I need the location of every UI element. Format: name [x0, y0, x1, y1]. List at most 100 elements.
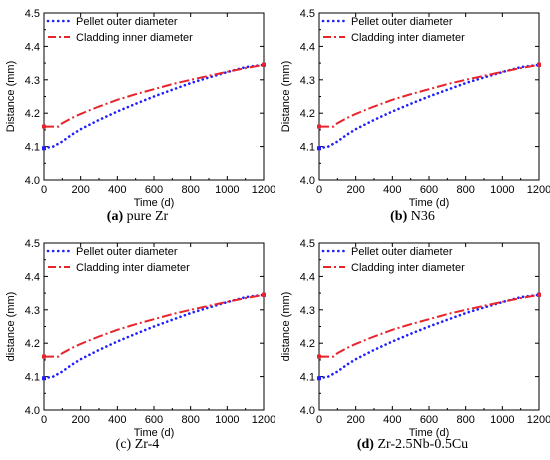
caption-text: Zr-2.5Nb-0.5Cu	[373, 437, 469, 452]
x-tick-label: 1000	[490, 184, 514, 196]
x-tick-label: 600	[145, 414, 163, 426]
x-tick-label: 400	[383, 184, 401, 196]
caption-text: (c) Zr-4	[115, 437, 160, 452]
y-tick-label: 4.4	[300, 271, 315, 283]
x-axis-label: Time (d)	[409, 427, 450, 439]
chart-panel-a: 4.0 4.1 4.2 4.3 4.4 4.5 0 200 400 600 800 1000 1200 T…	[0, 0, 275, 230]
chart-panel-c: 4.0 4.1 4.2 4.3 4.4 4.5 0 200 400 600 800 1000 1200 T…	[0, 230, 275, 460]
x-tick-label: 1200	[527, 184, 550, 196]
caption-c: (c) Zr-4	[0, 437, 275, 453]
chart-panel-d: 4.0 4.1 4.2 4.3 4.4 4.5 0 200 400 600 800 1000 1200 T…	[275, 230, 550, 460]
x-tick-label: 0	[41, 414, 47, 426]
caption-text: pure Zr	[123, 209, 169, 224]
y-axis-label: Distance (mm)	[280, 61, 292, 133]
x-tick-label: 600	[145, 184, 163, 196]
series-line-0	[317, 63, 541, 150]
series-end-marker	[537, 292, 541, 297]
legend-label: Pellet outer diameter	[76, 16, 178, 28]
x-tick-label: 800	[456, 414, 474, 426]
y-tick-label: 4.3	[300, 75, 315, 87]
x-tick-label: 1000	[215, 184, 239, 196]
series-start-marker	[42, 376, 46, 381]
x-tick-label: 200	[71, 414, 89, 426]
legend-label: Cladding inter diameter	[351, 32, 465, 44]
x-tick-label: 200	[346, 184, 364, 196]
x-tick-label: 1200	[252, 184, 275, 196]
x-tick-label: 200	[71, 184, 89, 196]
x-axis-label: Time (d)	[409, 197, 450, 209]
y-tick-label: 4.2	[25, 338, 40, 350]
y-tick-label: 4.5	[25, 238, 40, 250]
x-tick-label: 800	[181, 184, 199, 196]
chart-panel-b: 4.0 4.1 4.2 4.3 4.4 4.5 0 200 400 600 800 1000 1200 T…	[275, 0, 550, 230]
series-line-1	[319, 63, 540, 128]
y-tick-label: 4.3	[25, 75, 40, 87]
series-line-0	[42, 63, 266, 150]
y-axis-label: distance (mm)	[5, 292, 17, 362]
caption-a: (a) pure Zr	[0, 209, 275, 225]
x-tick-label: 400	[383, 414, 401, 426]
y-tick-label: 4.3	[25, 305, 40, 317]
series-line-0	[317, 293, 541, 380]
series-start-marker	[42, 124, 46, 129]
x-tick-label: 1000	[215, 414, 239, 426]
legend-label: Pellet outer diameter	[351, 16, 453, 28]
x-tick-label: 800	[456, 184, 474, 196]
series-start-marker	[317, 354, 321, 359]
chart-svg: 4.0 4.1 4.2 4.3 4.4 4.5 0 200 400 600 800 1000 1200 T…	[5, 8, 275, 209]
x-tick-label: 400	[108, 184, 126, 196]
y-axis-label: distance (mm)	[280, 292, 292, 362]
y-tick-label: 4.3	[300, 305, 315, 317]
x-tick-label: 600	[420, 184, 438, 196]
x-axis-label: Time (d)	[134, 197, 175, 209]
series-start-marker	[317, 376, 321, 381]
series-start-marker	[317, 146, 321, 151]
y-tick-label: 4.4	[300, 41, 315, 53]
y-tick-label: 4.5	[300, 238, 315, 250]
series-start-marker	[317, 124, 321, 129]
series-line-1	[44, 293, 265, 358]
y-tick-label: 4.0	[300, 405, 315, 417]
series-end-marker	[262, 292, 266, 297]
y-tick-label: 4.2	[300, 338, 315, 350]
y-tick-label: 4.0	[300, 175, 315, 187]
x-axis-label: Time (d)	[134, 427, 175, 439]
y-tick-label: 4.0	[25, 175, 40, 187]
y-axis-label: Distance (mm)	[5, 61, 17, 133]
legend-label: Cladding inner diameter	[76, 32, 193, 44]
y-tick-label: 4.2	[300, 108, 315, 120]
x-tick-label: 600	[420, 414, 438, 426]
caption-text: N36	[407, 209, 435, 224]
y-tick-label: 4.1	[300, 142, 315, 154]
series-start-marker	[42, 354, 46, 359]
series-end-marker	[262, 62, 266, 67]
caption-letter: (a)	[106, 209, 124, 224]
caption-d: (d) Zr-2.5Nb-0.5Cu	[275, 437, 550, 453]
x-tick-label: 0	[316, 184, 322, 196]
chart-svg: 4.0 4.1 4.2 4.3 4.4 4.5 0 200 400 600 800 1000 1200 T…	[280, 8, 550, 209]
series-line-1	[319, 293, 540, 358]
y-tick-label: 4.1	[25, 372, 40, 384]
y-tick-label: 4.0	[25, 405, 40, 417]
caption-letter: (b)	[390, 209, 408, 224]
x-tick-label: 800	[181, 414, 199, 426]
chart-svg: 4.0 4.1 4.2 4.3 4.4 4.5 0 200 400 600 800 1000 1200 T…	[280, 238, 550, 439]
x-tick-label: 0	[316, 414, 322, 426]
x-tick-label: 400	[108, 414, 126, 426]
series-line-0	[42, 293, 266, 380]
series-line-1	[44, 63, 265, 128]
x-tick-label: 200	[346, 414, 364, 426]
series-start-marker	[42, 146, 46, 151]
y-tick-label: 4.5	[300, 8, 315, 20]
y-tick-label: 4.4	[25, 271, 40, 283]
caption-letter: (d)	[356, 437, 374, 452]
legend-label: Pellet outer diameter	[351, 246, 453, 258]
y-tick-label: 4.1	[25, 142, 40, 154]
y-tick-label: 4.5	[25, 8, 40, 20]
legend-label: Cladding inter diameter	[351, 262, 465, 274]
series-end-marker	[537, 62, 541, 67]
legend-label: Cladding inter diameter	[76, 262, 190, 274]
x-tick-label: 1200	[527, 414, 550, 426]
legend-label: Pellet outer diameter	[76, 246, 178, 258]
y-tick-label: 4.2	[25, 108, 40, 120]
